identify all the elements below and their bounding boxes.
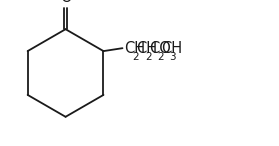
Text: CH: CH xyxy=(161,41,182,56)
Text: O: O xyxy=(60,0,71,5)
Text: 2: 2 xyxy=(133,52,139,62)
Text: CH: CH xyxy=(124,41,145,56)
Text: CO: CO xyxy=(149,41,171,56)
Text: 3: 3 xyxy=(170,52,176,62)
Text: 2: 2 xyxy=(145,52,151,62)
Text: CH: CH xyxy=(136,41,158,56)
Text: 2: 2 xyxy=(157,52,164,62)
